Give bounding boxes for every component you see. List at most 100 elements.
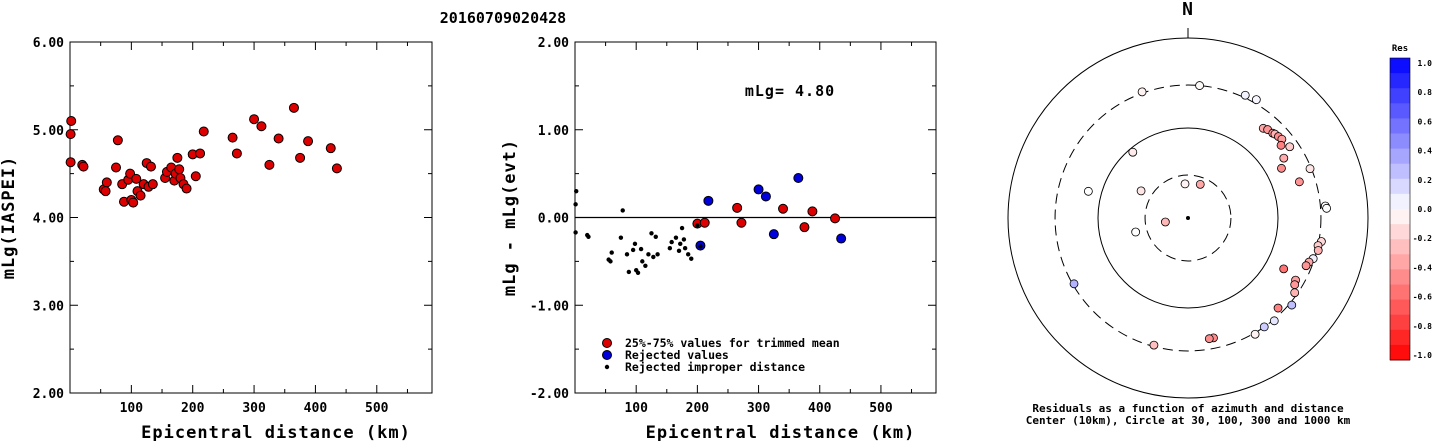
colorbar-swatch: [1390, 269, 1410, 285]
polar-residual-panel: N Residuals as a function of azimuth and …: [1007, 0, 1369, 427]
rejected-value-point: [768, 229, 779, 240]
data-point: [65, 129, 76, 140]
y-tick-label: 6.00: [33, 36, 64, 51]
legend-label: Rejected improper distance: [625, 360, 805, 374]
rejected-distance-point: [695, 223, 700, 228]
station-residual-point: [1069, 279, 1079, 289]
colorbar-tick-label: 0.6: [1418, 117, 1433, 126]
legend-marker: [604, 364, 610, 370]
data-point: [147, 179, 158, 190]
y-tick-label: 2.00: [33, 387, 64, 402]
data-point: [699, 217, 710, 228]
colorbar-tick-label: 0.2: [1418, 176, 1433, 185]
data-point: [181, 183, 192, 194]
rejected-distance-point: [651, 254, 656, 260]
colorbar-tick-label: -0.6: [1413, 293, 1432, 302]
range-circle: [1054, 84, 1322, 352]
magnitude-distance-panel: 100 200 300 400 500 2.00 3.00 4.00 5.00 6.00 Epice…: [0, 36, 433, 441]
rejected-distance-point: [573, 202, 578, 207]
residual-colorbar: Res 1.0 0.8 0.6 0.4 0.2 0.0 -0.2 -0.4 -0.6 -0.8 -1.…: [1389, 44, 1433, 361]
colorbar-swatch: [1390, 209, 1410, 225]
station-residual-point: [1290, 288, 1300, 298]
station-residual-point: [1251, 95, 1261, 105]
data-point: [111, 162, 122, 173]
station-residual-point: [1180, 179, 1190, 189]
rejected-distance-point: [689, 256, 694, 261]
data-point: [273, 133, 284, 144]
station-residual-point: [1195, 179, 1205, 189]
station-residual-point: [1128, 147, 1138, 157]
data-point: [195, 148, 206, 159]
rejected-value-point: [760, 191, 771, 202]
station-residual-point: [1322, 203, 1332, 213]
colorbar-swatch: [1390, 118, 1410, 134]
station-residual-point: [1149, 340, 1159, 350]
rejected-value-point: [793, 173, 804, 184]
polar-caption-line1: Residuals as a function of azimuth and d…: [1032, 402, 1344, 415]
rejected-distance-point: [643, 263, 648, 268]
data-point: [135, 190, 146, 201]
station-residual-point: [1276, 140, 1286, 150]
data-point: [145, 161, 156, 172]
rejected-distance-point: [646, 252, 651, 257]
data-point: [100, 186, 111, 197]
data-point: [227, 132, 238, 143]
data-point: [331, 163, 342, 174]
chart-title: 20160709020428: [440, 9, 566, 27]
rejected-distance-point: [667, 246, 673, 251]
legend-marker: [602, 350, 612, 360]
rejected-distance-point: [640, 259, 645, 264]
y-tick-label: 0.00: [538, 212, 569, 227]
rejected-distance-point: [638, 246, 644, 252]
station-residual-point: [1277, 163, 1286, 173]
y-tick-label: 3.00: [33, 299, 64, 314]
y-tick-label: -2.00: [530, 387, 569, 402]
station-residual-point: [1160, 217, 1170, 227]
rejected-distance-point: [620, 208, 625, 213]
station-residual-point: [1137, 87, 1147, 97]
legend-label: 25%-75% values for trimmed mean: [625, 336, 840, 350]
colorbar-tick-label: 0.4: [1418, 147, 1433, 156]
station-residual-point: [1195, 81, 1204, 90]
x-tick-label: 200: [686, 401, 710, 416]
data-point: [256, 121, 267, 132]
range-circle: [1144, 174, 1232, 262]
colorbar-tick-label: -0.8: [1413, 322, 1432, 331]
y-tick-label: 5.00: [33, 124, 64, 139]
station-residual-point: [1301, 261, 1311, 271]
rejected-distance-point: [676, 248, 682, 254]
data-point: [807, 206, 818, 217]
station-residual-point: [1204, 334, 1214, 344]
x-axis-label: Epicentral distance (km): [141, 423, 411, 441]
rejected-distance-point: [685, 252, 691, 257]
data-point: [131, 173, 142, 184]
colorbar-tick-label: 1.0: [1418, 59, 1433, 68]
rejected-distance-point: [632, 241, 638, 247]
data-point: [101, 177, 112, 188]
x-tick-label: 400: [304, 401, 328, 416]
colorbar-swatch: [1390, 103, 1410, 119]
data-point: [190, 171, 201, 182]
y-axis-label: mLg - mLg(evt): [500, 139, 520, 296]
y-axis-label: mLg(IASPEI): [0, 156, 19, 280]
y-tick-label: -1.00: [530, 299, 569, 314]
y-tick-label: 2.00: [538, 36, 569, 51]
colorbar-swatch: [1390, 254, 1410, 270]
data-point: [799, 222, 810, 233]
data-point: [65, 157, 76, 168]
station-residual-point: [1305, 164, 1315, 174]
colorbar-swatch: [1390, 239, 1410, 255]
legend-marker: [602, 338, 612, 348]
rejected-distance-point: [574, 188, 579, 194]
rejected-distance-point: [630, 247, 636, 253]
data-point: [249, 114, 260, 125]
station-residual-point: [1290, 280, 1300, 290]
colorbar-swatch: [1390, 193, 1410, 210]
rejected-distance-point: [673, 235, 679, 240]
rejected-distance-point: [608, 259, 613, 264]
x-tick-label: 300: [242, 401, 266, 416]
station-residual-point: [1240, 90, 1250, 100]
data-point: [264, 159, 275, 170]
rejected-distance-point: [618, 235, 624, 240]
